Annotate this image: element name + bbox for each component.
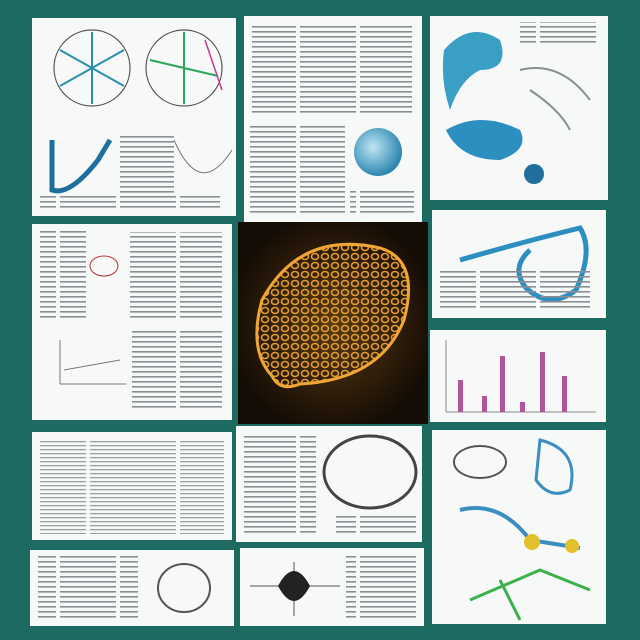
sketch bbox=[453, 445, 507, 479]
mini-chart bbox=[59, 340, 126, 385]
panel bbox=[32, 432, 232, 540]
text-block bbox=[132, 330, 222, 410]
bar bbox=[482, 396, 487, 412]
text-block bbox=[40, 440, 224, 534]
panel bbox=[236, 426, 422, 542]
text-block bbox=[350, 188, 414, 214]
sketch bbox=[519, 67, 591, 131]
blue-shape bbox=[442, 32, 503, 110]
figure bbox=[89, 255, 119, 277]
figure bbox=[278, 571, 310, 601]
text-block bbox=[346, 556, 416, 618]
panel bbox=[30, 550, 234, 626]
panel bbox=[430, 16, 608, 200]
diagram-lines bbox=[149, 32, 219, 104]
text-block bbox=[336, 514, 416, 536]
panel bbox=[32, 224, 232, 420]
green-lines bbox=[469, 568, 591, 621]
sphere bbox=[354, 128, 402, 176]
diagram-lines bbox=[59, 32, 125, 104]
marker bbox=[565, 539, 579, 553]
diagram-curve bbox=[173, 139, 233, 174]
text-block bbox=[440, 270, 590, 310]
diagram-shape bbox=[49, 138, 113, 194]
text-block bbox=[40, 196, 220, 210]
blue-shape bbox=[524, 164, 544, 184]
bar bbox=[562, 376, 567, 412]
text-block bbox=[250, 124, 345, 214]
cell-structure bbox=[255, 242, 411, 389]
sheet bbox=[430, 330, 606, 422]
text-block bbox=[38, 556, 138, 620]
circle bbox=[322, 434, 418, 510]
insect-body bbox=[534, 438, 574, 495]
panel bbox=[244, 16, 422, 222]
bar bbox=[540, 352, 545, 412]
panel bbox=[240, 548, 424, 626]
bar bbox=[458, 380, 463, 412]
bar bbox=[520, 402, 525, 412]
circle-diagram bbox=[145, 29, 223, 107]
text-block bbox=[118, 134, 174, 194]
panel bbox=[430, 330, 606, 422]
panel bbox=[32, 18, 236, 216]
bar bbox=[500, 356, 505, 412]
panel bbox=[238, 222, 428, 424]
sketch bbox=[157, 563, 211, 613]
diagram-lines bbox=[204, 39, 223, 91]
circle-diagram bbox=[53, 29, 131, 107]
text-block bbox=[130, 232, 222, 320]
blue-shape bbox=[446, 120, 523, 160]
text-block bbox=[520, 22, 600, 46]
text-block bbox=[252, 26, 412, 116]
marker bbox=[524, 534, 540, 550]
text-block bbox=[40, 230, 86, 320]
panel bbox=[432, 430, 606, 624]
text-block bbox=[244, 434, 316, 534]
panel bbox=[432, 210, 606, 318]
